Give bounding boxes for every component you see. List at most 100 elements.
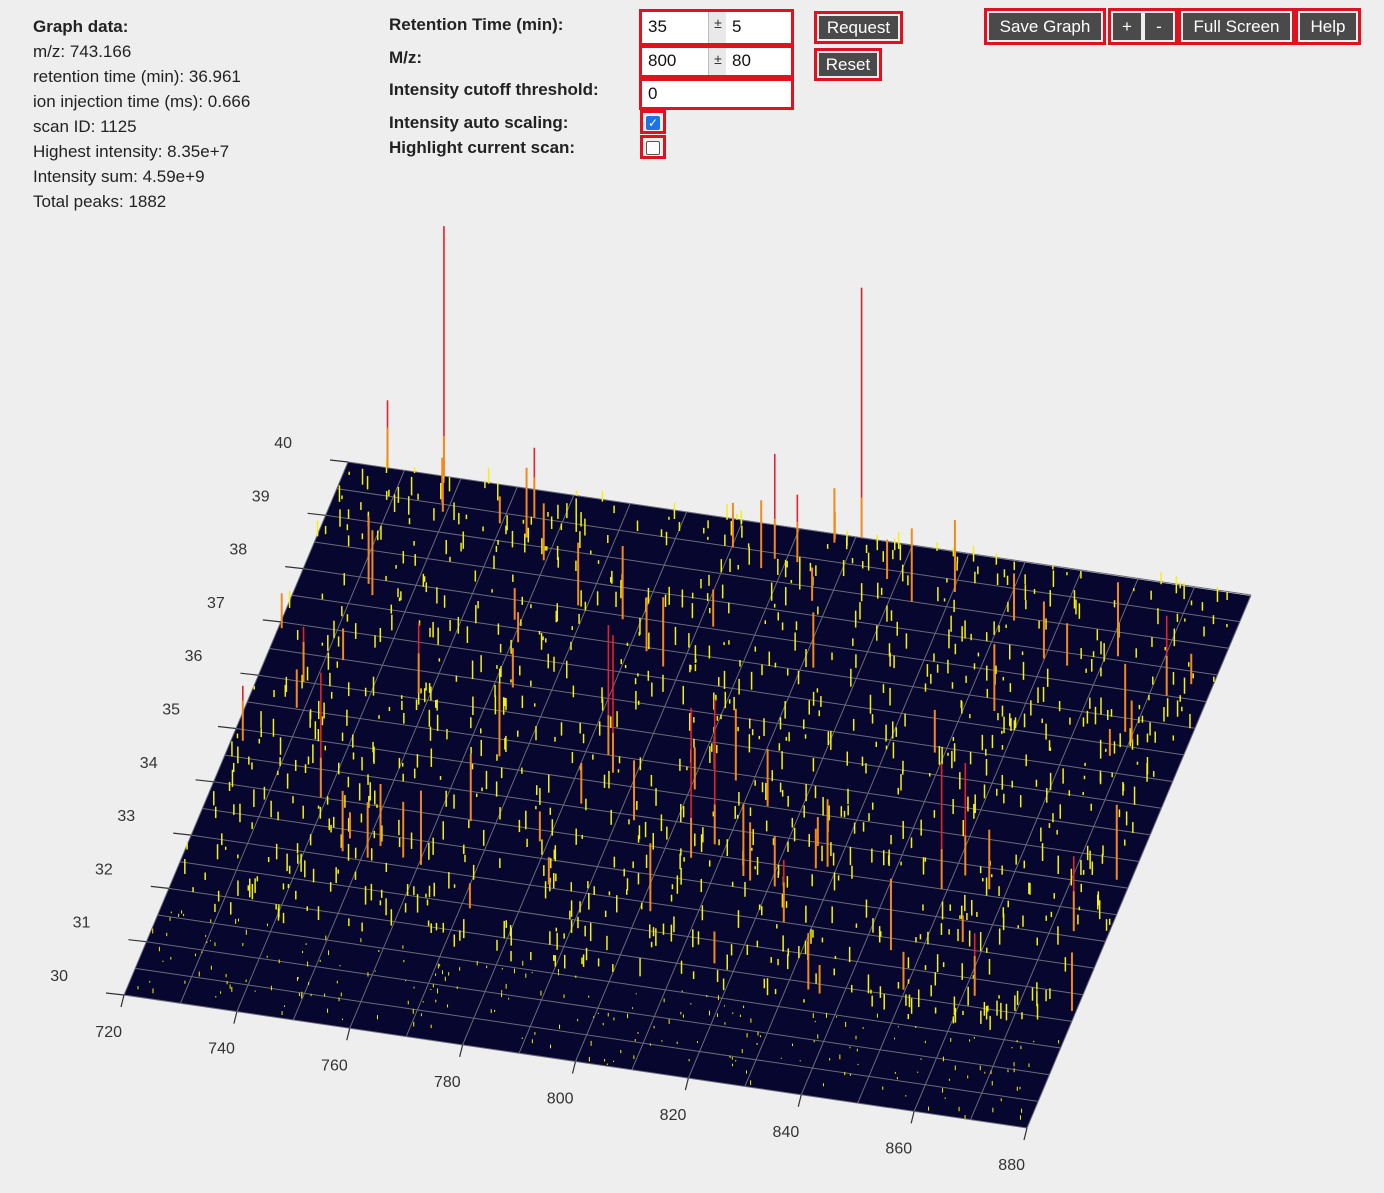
rt-value-input[interactable]: 35 [642, 12, 708, 43]
rt-tick-label: 40 [274, 435, 292, 452]
mz-tick [910, 1111, 915, 1124]
rt-tick [307, 512, 326, 516]
grid-line-rt [213, 781, 1117, 916]
rt-tick [195, 779, 214, 783]
grid-line-rt [303, 568, 1207, 703]
rt-tick [150, 885, 169, 889]
help-button-wrap: Help [1295, 8, 1361, 45]
mz-tick-label: 820 [660, 1107, 687, 1124]
rt-tick [262, 619, 281, 623]
grid-line-rt [168, 887, 1072, 1022]
rt-tick-label: 33 [117, 808, 135, 825]
info-intensity-sum: Intensity sum: 4.59e+9 [33, 167, 205, 186]
mz-tick-label: 760 [321, 1057, 348, 1074]
rt-input-group: 35 ± 5 [639, 9, 794, 46]
mz-tick-label: 780 [434, 1074, 461, 1091]
rt-tick [217, 725, 237, 730]
mz-tick-label: 740 [208, 1041, 235, 1058]
grid-line-rt [258, 674, 1162, 809]
rt-tick [285, 566, 304, 570]
autoscale-checkbox[interactable]: ✓ [646, 116, 660, 130]
mz-label: M/z: [389, 48, 423, 67]
full-screen-button-wrap: Full Screen [1178, 8, 1295, 45]
info-highest-intensity: Highest intensity: 8.35e+7 [33, 142, 230, 161]
rt-tick-label: 30 [50, 968, 68, 985]
rt-tick [105, 992, 125, 996]
mz-tick-label: 860 [885, 1140, 912, 1157]
info-retention-time: retention time (min): 36.961 [33, 67, 241, 86]
highlight-checkbox[interactable] [646, 141, 660, 155]
grid-line-rt [280, 621, 1184, 756]
grid-line-rt [135, 967, 1039, 1102]
mz-tick [346, 1028, 351, 1041]
rt-tick-label: 36 [185, 648, 203, 665]
info-mz: m/z: 743.166 [33, 42, 132, 61]
full-screen-button[interactable]: Full Screen [1183, 13, 1290, 40]
info-total-peaks: Total peaks: 1882 [33, 192, 167, 211]
mz-axis: 720 740 760 780 800 820 840 860 880 [95, 994, 1028, 1174]
rt-tick-label: 39 [252, 488, 270, 505]
rt-tick-label: 32 [95, 861, 113, 878]
mz-tick-label: 880 [998, 1157, 1025, 1174]
autoscale-label: Intensity auto scaling: [389, 113, 569, 132]
info-injection-time: ion injection time (ms): 0.666 [33, 92, 251, 111]
rt-tick-label: 38 [229, 542, 247, 559]
highlight-checkbox-wrap [640, 135, 666, 159]
mz-tick [233, 1011, 238, 1024]
highlight-label: Highlight current scan: [389, 138, 576, 157]
mz-value-input[interactable]: 800 [642, 48, 708, 75]
grid-line-rt [146, 941, 1050, 1076]
rt-label: Retention Time (min): [389, 15, 564, 34]
rt-tolerance-input[interactable]: 5 [726, 12, 791, 43]
mz-tick [571, 1061, 577, 1074]
save-graph-button-wrap: Save Graph [984, 8, 1106, 45]
grid-line-rt [247, 701, 1151, 836]
request-button[interactable]: Request [819, 16, 898, 39]
reset-button-wrap: Reset [814, 48, 882, 81]
grid-line-rt [202, 807, 1106, 942]
cutoff-input[interactable]: 0 [642, 81, 791, 107]
mz-tick [1023, 1127, 1028, 1141]
rt-tick-label: 37 [207, 595, 225, 612]
grid-line-rt [336, 488, 1240, 623]
mz-tick-label: 840 [773, 1124, 800, 1141]
mz-tick-label: 720 [95, 1024, 122, 1041]
zoom-buttons-wrap: + - [1108, 8, 1178, 45]
rt-tick-label: 31 [73, 915, 91, 932]
mz-tick [120, 994, 125, 1008]
grid-line-rt [191, 834, 1095, 969]
grid-line-rt [157, 914, 1061, 1049]
plot-low-peaks [137, 457, 1228, 1120]
graph-data-heading: Graph data: [33, 17, 129, 36]
mz-tick [459, 1044, 464, 1058]
zoom-out-button[interactable]: - [1145, 13, 1173, 40]
cutoff-input-group: 0 [639, 78, 794, 110]
help-button[interactable]: Help [1300, 13, 1356, 40]
info-scan-id: scan ID: 1125 [33, 117, 137, 136]
mz-tolerance-input[interactable]: 80 [726, 48, 791, 75]
request-button-wrap: Request [814, 11, 903, 44]
rt-tick [128, 939, 147, 943]
rt-tick-label: 35 [162, 702, 180, 719]
plot-peaks [241, 226, 1168, 996]
rt-tick [173, 832, 192, 836]
save-graph-button[interactable]: Save Graph [989, 13, 1101, 40]
graph-data-panel: Graph data: m/z: 743.166 retention time … [33, 14, 250, 214]
grid-line-rt [224, 754, 1128, 889]
grid-line-rt [291, 594, 1196, 729]
autoscale-checkbox-wrap: ✓ [640, 110, 666, 134]
mz-tick-label: 800 [547, 1091, 574, 1108]
mz-tick [797, 1094, 802, 1107]
rt-tick [240, 672, 259, 676]
rt-axis: 30 31 32 33 34 35 36 37 38 39 40 [50, 435, 349, 996]
rt-tick [329, 459, 349, 463]
rt-tick-label: 34 [140, 755, 158, 772]
reset-button[interactable]: Reset [819, 53, 877, 76]
cutoff-label: Intensity cutoff threshold: [389, 80, 599, 99]
plot-grid [123, 461, 1252, 1129]
grid-line-rt [325, 514, 1229, 649]
mz-tick [684, 1077, 689, 1091]
zoom-in-button[interactable]: + [1113, 13, 1141, 40]
mz-input-group: 800 ± 80 [639, 45, 794, 78]
